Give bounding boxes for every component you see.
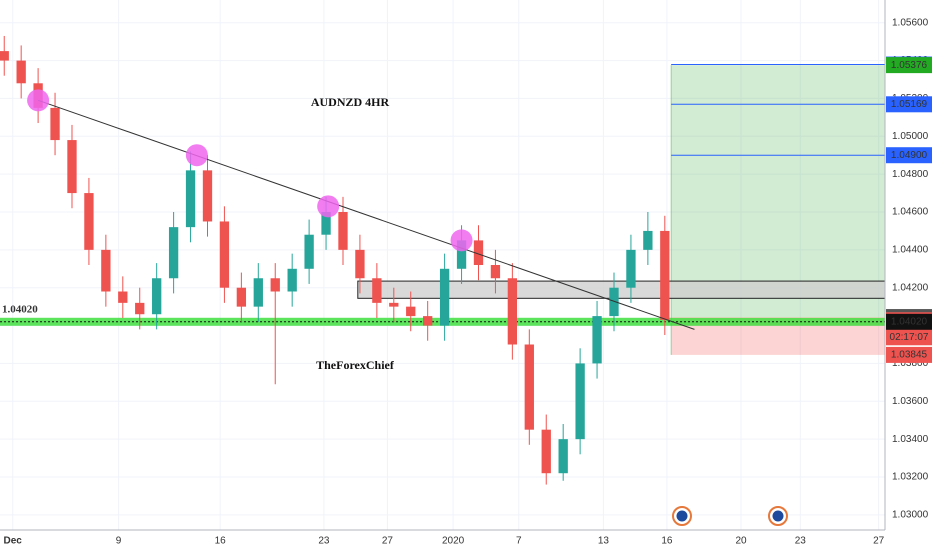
x-tick-label: 16 [661, 536, 673, 547]
candle-body [372, 278, 382, 303]
candle-body [473, 240, 484, 265]
plot-layer: 1.04020 [0, 35, 885, 485]
candle-body [338, 212, 348, 250]
annotation: TheForexChief [316, 358, 395, 372]
price-badge-label: 1.03845 [891, 350, 928, 361]
x-tick-label: 27 [382, 536, 394, 547]
y-tick-label: 1.03800 [892, 358, 929, 369]
support-label: 1.04020 [2, 303, 38, 315]
candle-body [423, 316, 433, 326]
candle-body [0, 51, 9, 61]
y-tick-label: 1.04600 [892, 207, 929, 218]
profit-zone [671, 65, 885, 318]
x-tick-label: 23 [795, 536, 807, 547]
y-tick-label: 1.04200 [892, 282, 929, 293]
x-tick-label: 27 [873, 536, 885, 547]
y-tick-label: 1.05600 [892, 17, 929, 28]
candle-body [219, 221, 230, 288]
event-icon [672, 506, 692, 526]
candle-body [609, 287, 619, 317]
candle-body [660, 230, 670, 320]
candle-body [490, 265, 501, 279]
candle-body [202, 170, 213, 222]
x-tick-label: 16 [215, 536, 227, 547]
y-tick-label: 1.03200 [892, 472, 929, 483]
candle-body [558, 439, 568, 474]
y-tick-label: 1.04800 [892, 169, 929, 180]
y-tick-label: 1.05000 [892, 131, 929, 142]
candle-body [541, 429, 551, 474]
candle-body [50, 107, 60, 141]
candle-body [389, 302, 399, 307]
candle-body [643, 230, 653, 250]
candle-body [456, 240, 467, 269]
highlight-circle [185, 144, 208, 167]
y-tick-label: 1.03600 [892, 396, 929, 407]
candle-body [524, 344, 534, 430]
price-badge [886, 329, 932, 346]
candle-body [287, 268, 297, 292]
candle-body [135, 302, 145, 315]
candle-body [575, 363, 585, 440]
x-tick-label: 20 [735, 536, 747, 547]
candle-body [16, 60, 26, 84]
x-tick-label: 9 [116, 536, 122, 547]
candle-body [118, 291, 128, 303]
price-badge [886, 57, 932, 74]
axis-layer: 1.056001.054001.052001.050001.048001.046… [4, 17, 932, 547]
x-tick-label: 23 [318, 536, 330, 547]
price-badge [886, 147, 932, 164]
x-tick-label: 7 [516, 536, 522, 547]
price-badge-label: 1.04900 [891, 150, 928, 161]
highlight-circle [317, 195, 340, 218]
y-tick-label: 1.04400 [892, 244, 929, 255]
highlight-circle [27, 89, 50, 112]
candle-body [439, 268, 450, 326]
y-tick-label: 1.03000 [892, 509, 929, 520]
price-badge-label: 1.04020 [891, 316, 928, 327]
candle-body [236, 287, 247, 307]
x-tick-label: Dec [4, 536, 23, 547]
y-tick-label: 1.03400 [892, 434, 929, 445]
price-badge [886, 346, 932, 363]
candle-body [67, 140, 77, 194]
price-badge-label: 1.05169 [891, 99, 928, 110]
price-badge-label: 1.05376 [891, 60, 928, 71]
candle-body [406, 306, 416, 317]
candle-body [304, 234, 314, 269]
resistance-zone [357, 280, 886, 299]
x-tick-label: 13 [598, 536, 610, 547]
price-badge [886, 96, 932, 113]
candle-body [321, 212, 331, 235]
candle-body [152, 278, 162, 315]
candle-body [270, 278, 280, 292]
price-axis [885, 0, 932, 550]
candle-body [253, 278, 263, 307]
price-badge-label: 02:17:07 [890, 332, 929, 343]
chart-title: AUDNZD 4HR [311, 95, 390, 109]
trendline [37, 99, 695, 330]
candle-body [101, 249, 111, 292]
candle-body [507, 278, 518, 345]
candle-body [355, 249, 365, 279]
x-tick-label: 2020 [442, 536, 465, 547]
highlight-circle [450, 229, 473, 252]
candle-body [84, 193, 94, 250]
candle-body [592, 316, 602, 364]
event-icon [768, 506, 788, 526]
candle-body [185, 170, 196, 228]
candle-body [168, 227, 179, 279]
candle-body [626, 249, 636, 288]
price-badge [886, 313, 932, 330]
